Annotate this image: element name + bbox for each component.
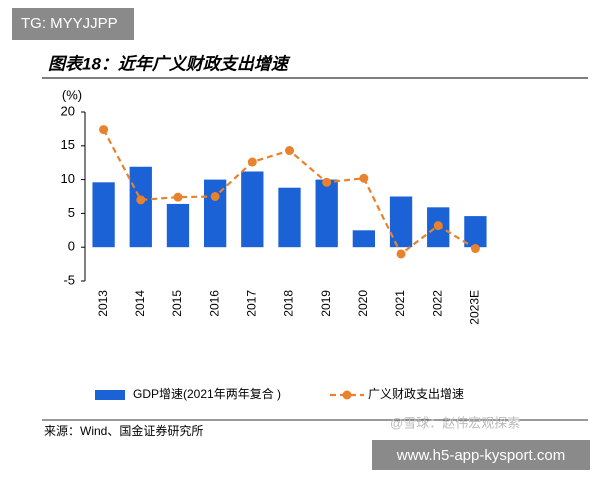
- marker: [396, 249, 406, 259]
- marker: [210, 192, 220, 201]
- x-tick-label: 2014: [133, 290, 147, 317]
- x-tick-label: 2016: [207, 290, 221, 317]
- watermark-bottom: www.h5-app-kysport.com: [396, 447, 565, 464]
- legend-label: 广义财政支出增速: [368, 387, 464, 401]
- x-tick-label: 2022: [430, 290, 444, 317]
- x-tick-label: 2023E: [468, 290, 482, 325]
- y-tick-label: 20: [61, 103, 75, 118]
- bar: [464, 216, 487, 248]
- x-tick-label: 2021: [393, 290, 407, 317]
- bar: [389, 196, 413, 248]
- marker: [359, 173, 369, 183]
- watermark-middle: @雪球：赵伟宏观探索: [390, 415, 520, 430]
- bar: [278, 187, 301, 248]
- legend-swatch: [95, 390, 125, 400]
- marker: [173, 192, 183, 202]
- x-tick-label: 2015: [170, 290, 184, 317]
- marker: [285, 146, 294, 156]
- bar: [315, 179, 338, 248]
- x-tick-label: 2018: [282, 290, 296, 317]
- x-tick-label: 2019: [319, 290, 333, 317]
- marker: [99, 125, 109, 135]
- bar: [241, 171, 264, 248]
- x-tick-label: 2013: [96, 290, 110, 317]
- y-axis-label: (%): [62, 87, 82, 102]
- bar: [203, 179, 227, 248]
- marker: [470, 244, 480, 254]
- watermark-box: [372, 440, 590, 470]
- x-tick-label: 2020: [356, 290, 370, 317]
- bar: [166, 203, 190, 248]
- y-tick-label: 15: [61, 137, 75, 152]
- chart-title: 图表18：近年广义财政支出增速: [48, 54, 291, 73]
- watermark-top: TG: MYYJJPP: [21, 15, 118, 32]
- legend-swatch: [342, 390, 352, 400]
- marker: [433, 221, 443, 231]
- bar: [129, 166, 152, 248]
- marker: [247, 157, 257, 167]
- marker: [322, 177, 332, 187]
- watermark-box: [12, 8, 134, 40]
- source: 来源：Wind、国金证券研究所: [44, 423, 203, 438]
- bar: [352, 230, 376, 248]
- legend-label: GDP增速(2021年两年复合 ): [133, 386, 281, 401]
- y-tick-label: 5: [68, 205, 75, 220]
- y-tick-label: -5: [63, 272, 75, 287]
- marker: [136, 195, 146, 205]
- x-tick-label: 2017: [244, 290, 258, 317]
- y-tick-label: 10: [61, 171, 75, 186]
- y-tick-label: 0: [68, 239, 75, 254]
- bar: [92, 182, 115, 248]
